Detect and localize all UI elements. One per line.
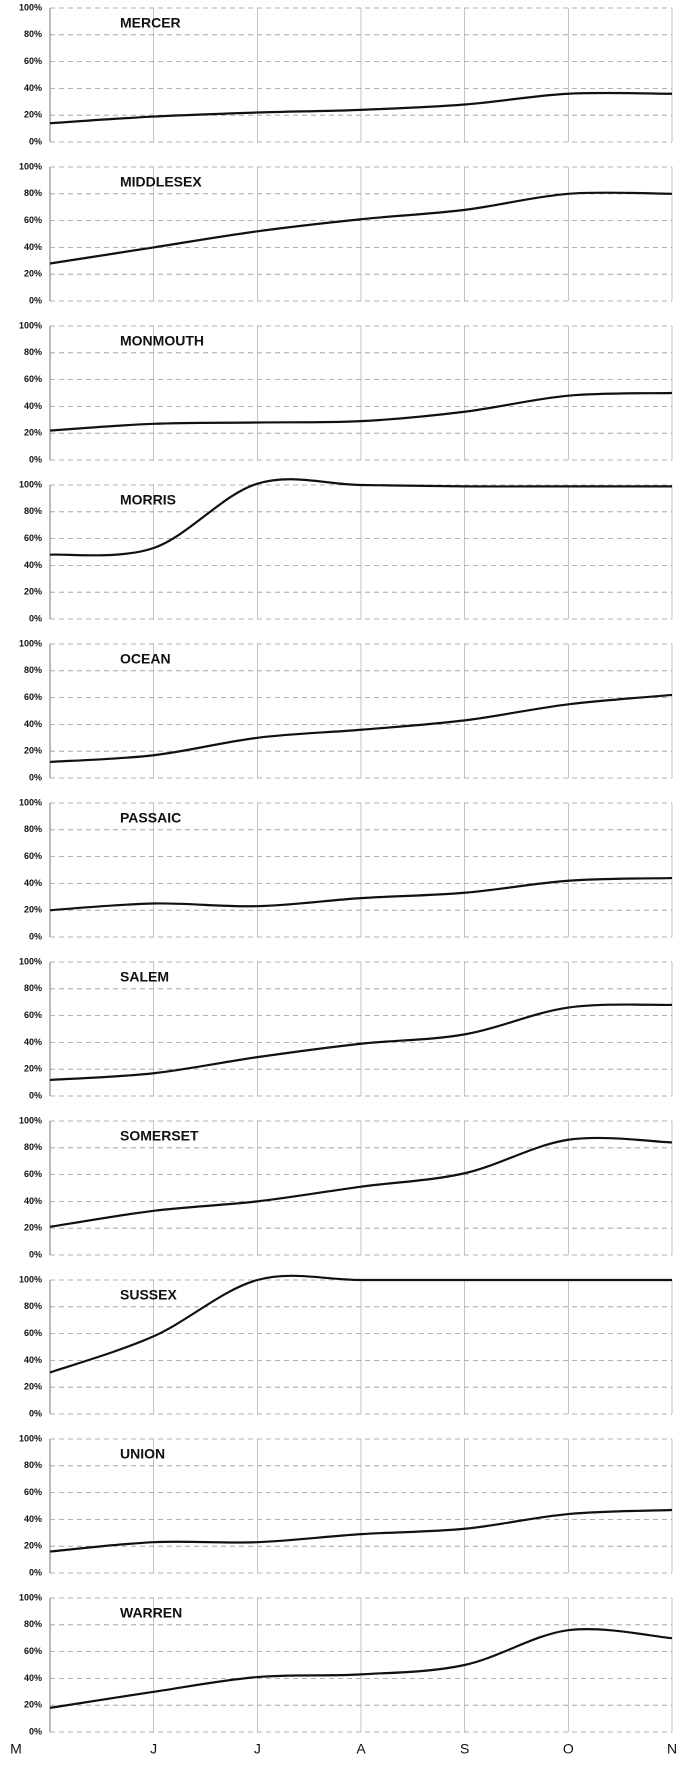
- y-tick-label: 60%: [24, 1169, 42, 1179]
- x-tick-label: N: [667, 1741, 677, 1757]
- line: [49, 91, 673, 125]
- y-tick-label: 80%: [24, 188, 42, 198]
- x-tick-label: A: [356, 1741, 366, 1757]
- y-tick-label: 60%: [24, 851, 42, 861]
- chart-title: SALEM: [120, 969, 169, 985]
- line: [49, 1628, 673, 1709]
- y-tick-label: 60%: [24, 692, 42, 702]
- y-tick-label: 80%: [24, 983, 42, 993]
- y-tick-label: 80%: [24, 1460, 42, 1470]
- y-tick-label: 40%: [24, 878, 42, 888]
- chart-title: SUSSEX: [120, 1287, 177, 1303]
- y-tick-label: 100%: [19, 1433, 42, 1443]
- y-tick-label: 100%: [19, 2, 42, 12]
- y-tick-label: 20%: [24, 1223, 42, 1233]
- line: [49, 1508, 673, 1553]
- y-tick-label: 40%: [24, 1355, 42, 1365]
- chart-title: SOMERSET: [120, 1128, 199, 1144]
- y-tick-label: 0%: [29, 931, 42, 941]
- y-tick-label: 40%: [24, 719, 42, 729]
- y-tick-label: 80%: [24, 665, 42, 675]
- chart-title: UNION: [120, 1446, 165, 1462]
- y-tick-label: 40%: [24, 1037, 42, 1047]
- x-tick-label: J: [150, 1741, 157, 1757]
- y-tick-label: 20%: [24, 1700, 42, 1710]
- y-tick-label: 0%: [29, 295, 42, 305]
- y-tick-label: 60%: [24, 215, 42, 225]
- y-tick-label: 20%: [24, 1064, 42, 1074]
- y-tick-label: 40%: [24, 83, 42, 93]
- y-tick-label: 0%: [29, 1726, 42, 1736]
- y-tick-label: 40%: [24, 401, 42, 411]
- line: [49, 876, 673, 912]
- line: [49, 693, 673, 764]
- y-tick-label: 0%: [29, 454, 42, 464]
- chart-title: MERCER: [120, 15, 181, 31]
- y-tick-label: 100%: [19, 797, 42, 807]
- y-tick-label: 40%: [24, 1514, 42, 1524]
- line: [49, 478, 672, 557]
- y-tick-label: 100%: [19, 638, 42, 648]
- y-tick-label: 100%: [19, 956, 42, 966]
- y-tick-label: 80%: [24, 506, 42, 516]
- y-tick-label: 0%: [29, 613, 42, 623]
- y-tick-label: 100%: [19, 161, 42, 171]
- y-tick-label: 60%: [24, 1487, 42, 1497]
- y-tick-label: 80%: [24, 29, 42, 39]
- y-tick-label: 100%: [19, 1115, 42, 1125]
- y-tick-label: 60%: [24, 1328, 42, 1338]
- chart-title: OCEAN: [120, 651, 171, 667]
- x-tick-label: J: [254, 1741, 261, 1757]
- y-tick-label: 0%: [29, 1249, 42, 1259]
- y-tick-label: 40%: [24, 1673, 42, 1683]
- chart-title: MORRIS: [120, 492, 176, 508]
- y-tick-label: 80%: [24, 347, 42, 357]
- y-tick-label: 20%: [24, 1382, 42, 1392]
- chart-title: WARREN: [120, 1605, 182, 1621]
- y-tick-label: 80%: [24, 1619, 42, 1629]
- y-tick-label: 20%: [24, 905, 42, 915]
- chart-title: MIDDLESEX: [120, 174, 202, 190]
- y-tick-label: 100%: [19, 320, 42, 330]
- line: [49, 1003, 673, 1082]
- y-tick-label: 40%: [24, 1196, 42, 1206]
- y-tick-label: 40%: [24, 560, 42, 570]
- y-tick-label: 60%: [24, 1646, 42, 1656]
- x-tick-label: S: [460, 1741, 469, 1757]
- y-tick-label: 60%: [24, 533, 42, 543]
- y-tick-label: 100%: [19, 1274, 42, 1284]
- y-tick-label: 20%: [24, 746, 42, 756]
- y-tick-label: 0%: [29, 1090, 42, 1100]
- line: [49, 391, 673, 432]
- x-tick-label: O: [563, 1741, 574, 1757]
- line: [49, 191, 673, 265]
- y-tick-label: 20%: [24, 269, 42, 279]
- y-tick-label: 0%: [29, 1408, 42, 1418]
- y-tick-label: 80%: [24, 1142, 42, 1152]
- y-tick-label: 0%: [29, 1567, 42, 1577]
- y-tick-label: 60%: [24, 374, 42, 384]
- line: [49, 1274, 672, 1374]
- y-tick-label: 100%: [19, 1592, 42, 1602]
- y-tick-label: 20%: [24, 587, 42, 597]
- y-tick-label: 60%: [24, 56, 42, 66]
- y-tick-label: 0%: [29, 136, 42, 146]
- y-tick-label: 60%: [24, 1010, 42, 1020]
- y-tick-label: 20%: [24, 1541, 42, 1551]
- y-tick-label: 20%: [24, 428, 42, 438]
- y-tick-label: 20%: [24, 110, 42, 120]
- y-tick-label: 100%: [19, 479, 42, 489]
- y-tick-label: 80%: [24, 1301, 42, 1311]
- y-tick-label: 40%: [24, 242, 42, 252]
- chart-title: PASSAIC: [120, 810, 181, 826]
- line: [49, 1136, 673, 1228]
- y-tick-label: 0%: [29, 772, 42, 782]
- chart-title: MONMOUTH: [120, 333, 204, 349]
- x-tick-label: M: [10, 1741, 22, 1757]
- y-tick-label: 80%: [24, 824, 42, 834]
